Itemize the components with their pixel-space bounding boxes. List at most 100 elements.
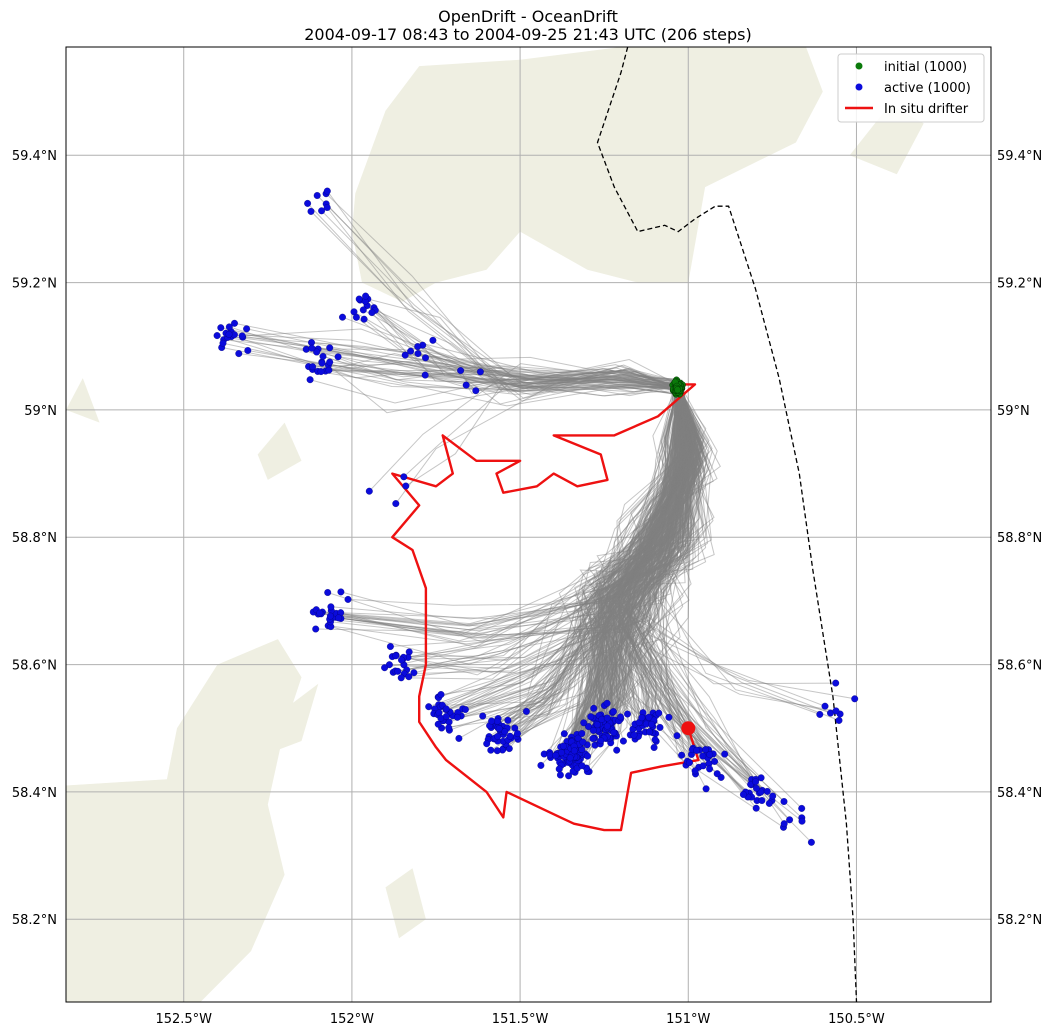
active-particle xyxy=(425,703,433,711)
trajectory-line xyxy=(629,385,696,733)
trajectory-line xyxy=(625,393,803,809)
active-particle xyxy=(339,313,346,321)
active-particle xyxy=(495,725,503,733)
active-particle xyxy=(619,737,627,745)
active-particle xyxy=(786,816,794,824)
x-tick-labels: 152.5°W 152°W 151.5°W 151°W 150.5°W xyxy=(155,1012,884,1027)
trajectory-line xyxy=(330,389,680,627)
legend-initial-marker xyxy=(855,62,863,70)
trajectory-line xyxy=(606,394,688,704)
trajectory-line xyxy=(577,383,680,761)
trajectory-line xyxy=(498,386,690,730)
trajectory-line xyxy=(628,396,704,714)
trajectory-line xyxy=(596,390,696,725)
trajectory-line xyxy=(587,390,681,721)
active-particle xyxy=(713,770,721,778)
active-particle xyxy=(650,744,658,751)
trajectory-line xyxy=(595,386,679,734)
trajectory-line xyxy=(556,387,699,754)
trajectory-line xyxy=(337,356,680,385)
trajectory-line xyxy=(507,389,692,721)
trajectory-line xyxy=(326,190,680,389)
trajectory-line xyxy=(571,388,696,743)
trajectory-line xyxy=(569,388,694,760)
active-particle xyxy=(461,706,469,713)
active-particle xyxy=(559,742,567,750)
active-particle xyxy=(566,754,574,762)
trajectory-line xyxy=(368,363,678,492)
trajectory-line xyxy=(580,386,695,748)
x-tick-label: 150.5°W xyxy=(828,1012,885,1027)
active-particle xyxy=(335,614,343,622)
trajectory-line xyxy=(576,389,680,758)
trajectory-line xyxy=(507,388,687,741)
active-particle xyxy=(835,716,843,724)
trajectory-line xyxy=(502,384,679,727)
trajectory-line xyxy=(446,386,700,717)
active-particle xyxy=(476,368,484,376)
active-particle xyxy=(313,192,321,199)
trajectory-line xyxy=(582,383,686,743)
trajectory-line xyxy=(573,381,694,706)
trajectory-line xyxy=(312,365,682,391)
trajectory-line xyxy=(359,299,680,405)
trajectory-line xyxy=(509,388,698,737)
trajectory-line xyxy=(647,383,691,732)
trajectory-line xyxy=(628,379,682,740)
trajectory-line xyxy=(621,385,687,726)
trajectory-line xyxy=(613,379,760,794)
trajectory-line xyxy=(610,387,700,768)
trajectory-line xyxy=(566,388,679,748)
trajectory-line xyxy=(602,393,693,723)
trajectory-line xyxy=(425,357,681,391)
active-particle xyxy=(656,723,664,731)
active-particle xyxy=(752,778,760,786)
y-tick-labels-left: 58.2°N 58.4°N 58.6°N 58.8°N 59°N 59.2°N 59.4°N xyxy=(12,149,57,928)
active-particle xyxy=(313,348,321,356)
trajectory-line xyxy=(330,385,695,620)
trajectory-line xyxy=(616,389,696,772)
trajectory-line xyxy=(371,312,677,390)
active-particle xyxy=(362,292,370,300)
trajectory-line xyxy=(583,387,684,718)
trajectory-line xyxy=(641,388,698,719)
trajectory-line xyxy=(618,392,751,785)
active-particle xyxy=(522,707,530,715)
trajectory-line xyxy=(488,387,695,738)
trajectory-line xyxy=(490,381,695,751)
active-particle xyxy=(483,740,491,748)
trajectory-line xyxy=(596,378,680,719)
active-particle xyxy=(645,713,653,721)
trajectory-line xyxy=(410,350,678,387)
trajectory-line xyxy=(499,386,684,730)
trajectory-line xyxy=(570,388,693,755)
trajectory-line xyxy=(628,381,684,713)
trajectory-line xyxy=(569,381,679,745)
trajectory-line xyxy=(588,383,757,809)
active-particle xyxy=(386,643,394,650)
trajectory-line xyxy=(440,385,692,719)
active-particle xyxy=(445,724,453,732)
active-particle xyxy=(326,358,334,366)
active-particle xyxy=(302,345,310,353)
trajectory-line xyxy=(318,348,680,396)
active-particle xyxy=(630,731,638,739)
trajectory-line xyxy=(461,385,681,717)
active-particle xyxy=(401,351,409,359)
trajectory-line xyxy=(583,388,685,723)
trajectory-line xyxy=(417,346,680,390)
trajectory-line xyxy=(568,392,684,753)
x-tick-label: 152°W xyxy=(330,1012,374,1027)
y-tick-label-left: 58.6°N xyxy=(12,659,57,674)
trajectory-line xyxy=(439,395,690,708)
active-particle xyxy=(488,717,496,725)
trajectory-line xyxy=(502,390,695,750)
trajectory-line xyxy=(595,385,689,725)
trajectory-line xyxy=(517,383,687,740)
trajectory-line xyxy=(597,388,680,739)
trajectory-line xyxy=(393,379,705,673)
trajectory-line xyxy=(328,369,679,386)
trajectory-line xyxy=(571,388,687,766)
trajectory-line xyxy=(588,390,698,719)
